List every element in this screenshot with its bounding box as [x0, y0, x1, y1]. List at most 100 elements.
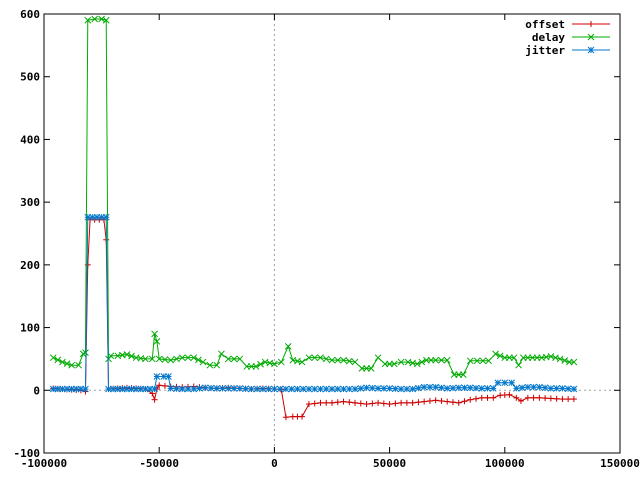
point-jitter [242, 385, 249, 393]
point-jitter [345, 385, 353, 393]
point-offset [375, 399, 382, 406]
point-jitter [380, 385, 388, 392]
point-delay [367, 364, 375, 372]
point-delay [277, 358, 285, 366]
point-jitter [449, 384, 457, 392]
point-delay [68, 361, 76, 369]
point-offset [421, 398, 428, 405]
point-jitter [178, 385, 186, 393]
point-offset [386, 401, 393, 408]
point-jitter [230, 385, 238, 392]
point-jitter [541, 384, 549, 392]
y-tick-label: 600 [20, 8, 40, 21]
point-offset [478, 394, 485, 401]
point-offset [317, 399, 324, 406]
point-delay [184, 354, 192, 362]
point-delay [123, 351, 131, 358]
ticks-layer: -100000 -50000 0 50000 100000 150000 -100 0 100 2… [14, 8, 640, 470]
point-jitter [311, 385, 319, 393]
point-offset [432, 397, 439, 404]
point-jitter [530, 383, 537, 391]
point-offset [506, 391, 513, 398]
y-tick-label: 200 [20, 259, 40, 272]
point-delay [485, 357, 493, 365]
point-jitter [151, 385, 158, 393]
series-jitter [49, 213, 578, 393]
point-delay [213, 361, 221, 369]
point-delay [142, 355, 149, 363]
point-offset [415, 399, 422, 406]
point-jitter [282, 385, 290, 393]
point-delay [63, 360, 71, 367]
point-jitter [524, 383, 532, 391]
point-jitter [271, 385, 278, 393]
point-jitter [455, 384, 463, 392]
point-jitter [276, 385, 284, 393]
point-jitter [201, 384, 209, 392]
point-jitter [259, 385, 267, 393]
point-delay [459, 371, 467, 378]
point-offset [151, 396, 158, 403]
point-delay [298, 358, 306, 366]
x-tick-label: 150000 [600, 457, 640, 470]
point-jitter [167, 385, 175, 392]
point-offset [398, 399, 405, 406]
point-jitter [317, 385, 324, 393]
point-jitter [443, 385, 451, 392]
point-delay [91, 15, 99, 23]
y-tick-label: 300 [20, 196, 40, 209]
point-jitter [386, 385, 393, 392]
point-jitter [409, 385, 416, 393]
point-offset [455, 399, 462, 406]
point-jitter [334, 385, 342, 393]
point-delay [322, 355, 330, 363]
point-offset [444, 398, 451, 405]
point-offset [346, 399, 353, 406]
point-jitter [248, 385, 255, 393]
point-offset [461, 398, 468, 405]
point-delay [102, 16, 110, 24]
point-offset [161, 382, 168, 389]
point-delay [552, 354, 559, 362]
point-jitter [102, 213, 110, 221]
point-delay [252, 363, 260, 370]
point-delay [340, 356, 347, 364]
point-jitter [472, 384, 480, 392]
point-jitter [466, 384, 474, 392]
point-delay [107, 352, 115, 360]
point-delay [390, 360, 398, 368]
point-delay [230, 355, 238, 363]
point-jitter [173, 385, 180, 393]
point-offset [449, 399, 456, 406]
point-jitter [299, 385, 307, 393]
x-tick-label: 50000 [373, 457, 406, 470]
point-jitter [351, 385, 359, 393]
point-delay [271, 360, 278, 368]
point-delay [224, 355, 232, 363]
series-line-delay [53, 18, 574, 376]
x-tick-label: 0 [271, 457, 278, 470]
point-jitter [368, 384, 376, 392]
point-jitter [207, 384, 215, 392]
point-offset [559, 396, 566, 403]
point-offset [311, 400, 318, 407]
point-jitter [190, 385, 198, 393]
point-delay [151, 330, 158, 338]
point-jitter [484, 385, 491, 392]
point-jitter [397, 385, 405, 393]
legend-marker-offset [588, 21, 594, 27]
point-offset [513, 394, 520, 401]
point-offset [329, 399, 335, 406]
point-delay [128, 352, 135, 360]
point-offset [542, 395, 549, 402]
point-offset [490, 394, 497, 401]
point-offset [352, 399, 359, 406]
point-delay [206, 361, 214, 369]
legend-label-jitter: jitter [525, 44, 565, 57]
point-delay [161, 356, 169, 363]
y-tick-label: 0 [33, 384, 40, 397]
legend-label-delay: delay [532, 31, 565, 44]
y-tick-label: 100 [20, 322, 40, 335]
point-offset [536, 394, 543, 401]
point-jitter [153, 373, 161, 380]
